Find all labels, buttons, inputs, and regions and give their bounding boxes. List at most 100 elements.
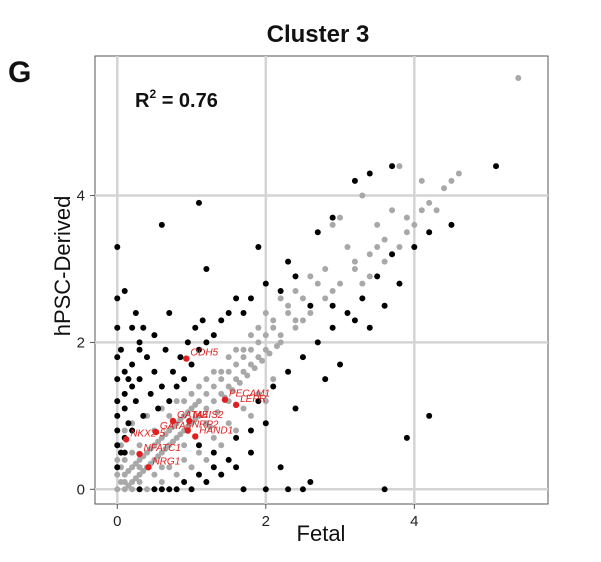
point-outlier <box>121 405 128 412</box>
point-correlated <box>188 405 195 412</box>
point-correlated <box>240 354 247 361</box>
point-correlated <box>229 387 236 394</box>
point-outlier <box>233 295 240 302</box>
point-correlated <box>218 376 225 383</box>
point-outlier <box>114 398 121 405</box>
point-correlated <box>266 350 273 357</box>
point-correlated <box>277 339 284 346</box>
point-correlated <box>366 251 373 258</box>
point-correlated <box>155 438 162 445</box>
point-correlated <box>136 442 143 449</box>
point-correlated <box>114 486 121 493</box>
point-outlier <box>195 199 202 206</box>
point-outlier <box>344 310 351 317</box>
point-correlated <box>299 295 306 302</box>
point-outlier <box>173 486 180 493</box>
point-outlier <box>329 214 336 221</box>
point-correlated <box>359 192 366 199</box>
gene-point <box>152 428 160 436</box>
point-outlier <box>188 361 195 368</box>
point-outlier <box>166 398 173 405</box>
point-correlated <box>314 280 321 287</box>
point-outlier <box>270 383 277 390</box>
point-correlated <box>151 471 158 478</box>
point-correlated <box>403 229 410 236</box>
gene-label: NRP2 <box>192 420 219 431</box>
point-outlier <box>114 376 121 383</box>
point-outlier <box>114 412 121 419</box>
point-outlier <box>255 398 262 405</box>
r2-superscript: 2 <box>149 87 156 101</box>
point-correlated <box>292 324 299 331</box>
point-outlier <box>114 464 121 471</box>
point-correlated <box>203 420 210 427</box>
point-correlated <box>129 486 136 493</box>
point-correlated <box>233 361 240 368</box>
y-tick-label: 0 <box>77 481 85 498</box>
point-correlated <box>136 464 143 471</box>
point-correlated <box>322 265 329 272</box>
point-outlier <box>173 383 180 390</box>
point-outlier <box>359 295 366 302</box>
point-correlated <box>132 460 139 467</box>
point-correlated <box>351 258 358 265</box>
point-correlated <box>396 163 403 170</box>
gene-label: NFATC1 <box>144 443 181 454</box>
x-tick-label: 2 <box>262 513 270 530</box>
point-correlated <box>381 258 388 265</box>
point-correlated <box>322 295 329 302</box>
gene-label: MEIS2 <box>193 410 223 421</box>
point-correlated <box>136 471 143 478</box>
point-outlier <box>247 295 254 302</box>
point-correlated <box>192 416 199 423</box>
point-correlated <box>162 431 169 438</box>
point-outlier <box>184 339 191 346</box>
point-correlated <box>381 236 388 243</box>
point-outlier <box>374 273 381 280</box>
point-correlated <box>166 427 173 434</box>
point-correlated <box>455 170 462 177</box>
point-correlated <box>374 221 381 228</box>
point-outlier <box>240 310 247 317</box>
point-outlier <box>262 486 269 493</box>
point-correlated <box>418 207 425 214</box>
point-correlated <box>129 464 136 471</box>
point-correlated <box>162 445 169 452</box>
point-correlated <box>143 486 150 493</box>
point-correlated <box>299 317 306 324</box>
point-outlier <box>129 427 136 434</box>
gene-label: NRG1 <box>152 456 180 467</box>
point-outlier <box>136 339 143 346</box>
point-outlier <box>117 346 124 353</box>
point-outlier <box>155 405 162 412</box>
point-correlated <box>403 214 410 221</box>
point-outlier <box>218 317 225 324</box>
point-correlated <box>121 471 128 478</box>
point-outlier <box>125 376 132 383</box>
point-outlier <box>218 471 225 478</box>
r-squared-annotation: R2 = 0.76 <box>135 87 218 112</box>
point-outlier <box>299 354 306 361</box>
point-outlier <box>151 486 158 493</box>
point-correlated <box>329 221 336 228</box>
point-correlated <box>374 243 381 250</box>
point-correlated <box>125 482 132 489</box>
point-outlier <box>247 449 254 456</box>
point-outlier <box>225 456 232 463</box>
point-correlated <box>121 427 128 434</box>
point-outlier <box>121 368 128 375</box>
series-outlier <box>114 163 500 493</box>
point-outlier <box>262 280 269 287</box>
point-outlier <box>181 478 188 485</box>
point-outlier <box>188 486 195 493</box>
point-correlated <box>218 442 225 449</box>
point-correlated <box>173 471 180 478</box>
x-tick-labels: 0 2 4 <box>113 504 418 530</box>
point-correlated <box>344 243 351 250</box>
point-outlier <box>277 464 284 471</box>
point-outlier <box>121 288 128 295</box>
point-correlated <box>207 423 214 430</box>
point-correlated <box>255 324 262 331</box>
point-correlated <box>121 486 128 493</box>
